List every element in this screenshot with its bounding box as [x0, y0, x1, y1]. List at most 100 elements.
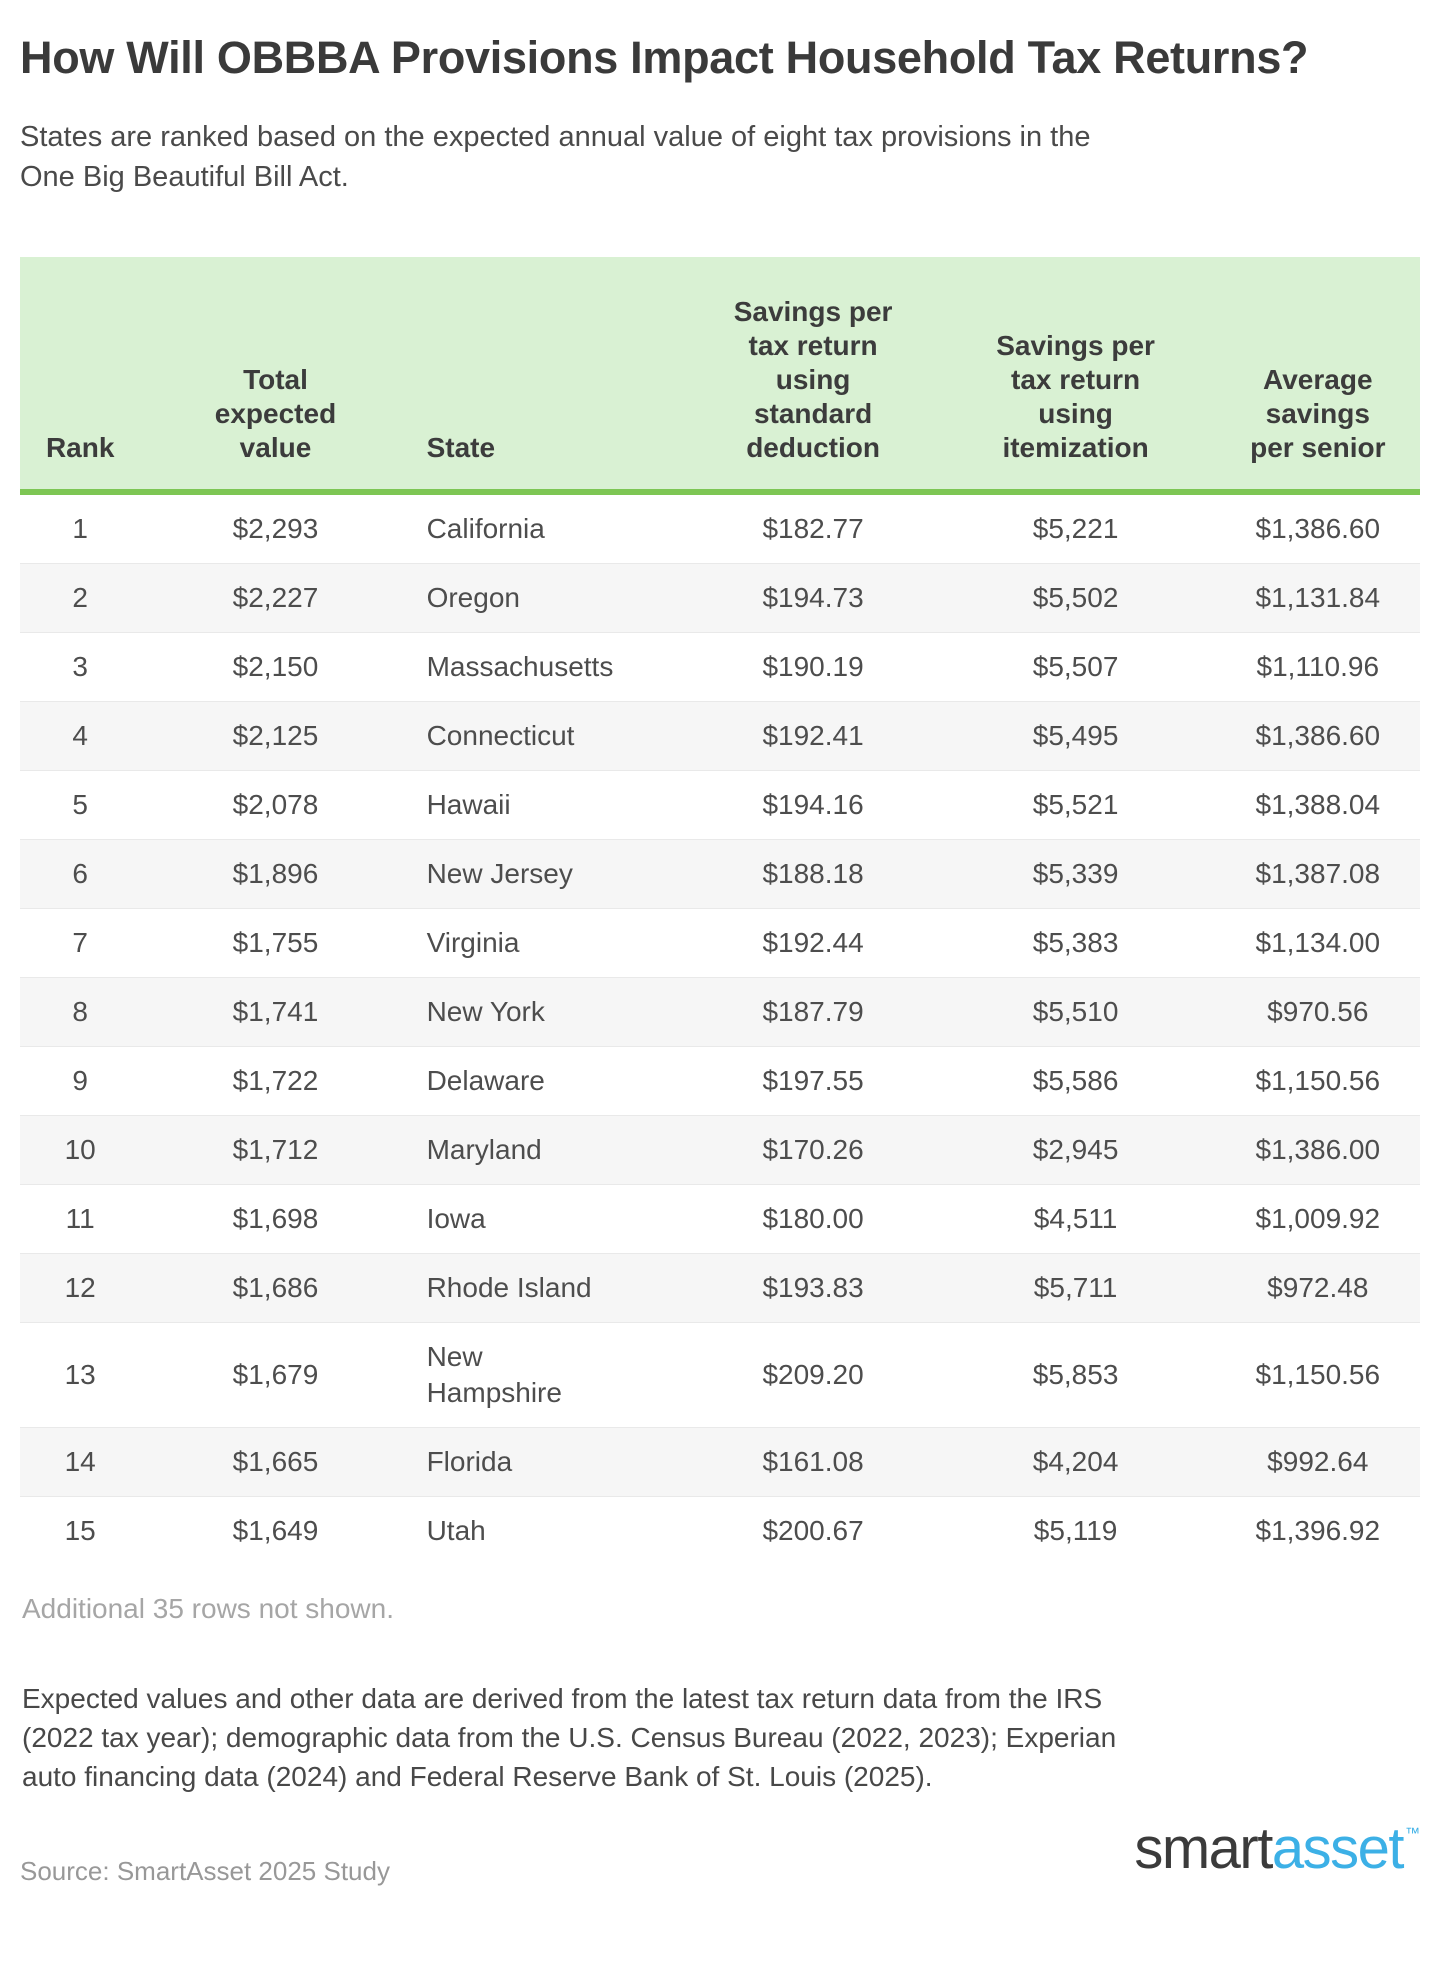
cell-total-expected-value: $2,150 [140, 632, 411, 702]
table-header: Rank Total expected value State Savings … [20, 257, 1420, 495]
cell-rank: 12 [20, 1253, 141, 1323]
cell-savings-standard-deduction: $182.77 [762, 513, 864, 544]
cell-savings-itemization: $5,383 [935, 908, 1216, 978]
column-header-rank: Rank [20, 257, 141, 495]
cell-state: Oregon [410, 563, 691, 633]
table-row: 5 $2,078 Hawaii $194.16 $5,521 $1,388.04 [20, 770, 1420, 840]
table-row: 2 $2,227 Oregon $194.73 $5,502 $1,131.84 [20, 563, 1420, 633]
cell-total-expected-value: $2,227 [140, 563, 411, 633]
cell-savings-itemization: $5,495 [935, 701, 1216, 771]
table-row: 14 $1,665 Florida $161.08 $4,204 $992.64 [20, 1427, 1420, 1497]
logo-asset-text: asset [1271, 1816, 1405, 1881]
source-row: Source: SmartAsset 2025 Study smartasset… [20, 1818, 1420, 1895]
table-row: 7 $1,755 Virginia $192.44 $5,383 $1,134.00 [20, 908, 1420, 978]
cell-total-expected-value: $1,665 [140, 1427, 411, 1497]
cell-state: Connecticut [410, 701, 691, 771]
cell-savings-standard-deduction: $170.26 [690, 1115, 936, 1185]
cell-state: Virginia [410, 908, 691, 978]
cell-avg-savings-per-senior: $1,387.08 [1215, 839, 1420, 909]
cell-total-expected-value: $1,741 [140, 977, 411, 1047]
cell-avg-savings-per-senior: $1,386.60 [1215, 701, 1420, 771]
table-row: 15 $1,649 Utah $200.67 $5,119 $1,396.92 [20, 1496, 1420, 1565]
table-row: 12 $1,686 Rhode Island $193.83 $5,711 $972.48 [20, 1253, 1420, 1323]
cell-state: Hawaii [410, 770, 691, 840]
cell-savings-standard-deduction: $209.20 [690, 1322, 936, 1428]
cell-savings-itemization: $5,221 [1032, 513, 1119, 544]
cell-savings-itemization: $5,119 [935, 1496, 1216, 1565]
cell-savings-itemization: $5,502 [935, 563, 1216, 633]
cell-savings-itemization: $5,507 [935, 632, 1216, 702]
cell-rank: 9 [20, 1046, 141, 1116]
cell-avg-savings-per-senior: $1,110.96 [1215, 632, 1420, 702]
logo-smart-text: smart [1134, 1816, 1273, 1881]
cell-savings-standard-deduction: $192.41 [690, 701, 936, 771]
cell-savings-standard-deduction: $197.55 [690, 1046, 936, 1116]
page: How Will OBBBA Provisions Impact Househo… [20, 32, 1420, 1895]
cell-state: New Hampshire [410, 1322, 691, 1428]
cell-avg-savings-per-senior: $1,396.92 [1215, 1496, 1420, 1565]
cell-savings-itemization: $4,204 [935, 1427, 1216, 1497]
table-row: 6 $1,896 New Jersey $188.18 $5,339 $1,387.08 [20, 839, 1420, 909]
cell-total-expected-value: $1,698 [140, 1184, 411, 1254]
column-header-avg-savings-per-senior: Average savings per senior [1215, 257, 1420, 495]
cell-total-expected-value: $2,293 [232, 513, 319, 544]
cell-rank: 14 [20, 1427, 141, 1497]
table-row: 4 $2,125 Connecticut $192.41 $5,495 $1,386.60 [20, 701, 1420, 771]
table-row: 9 $1,722 Delaware $197.55 $5,586 $1,150.56 [20, 1046, 1420, 1116]
cell-savings-standard-deduction: $194.16 [690, 770, 936, 840]
cell-rank: 8 [20, 977, 141, 1047]
cell-total-expected-value: $2,125 [140, 701, 411, 771]
cell-rank: 7 [20, 908, 141, 978]
cell-state: Delaware [410, 1046, 691, 1116]
table-row: 3 $2,150 Massachusetts $190.19 $5,507 $1,110.… [20, 632, 1420, 702]
cell-total-expected-value: $1,896 [140, 839, 411, 909]
cell-savings-itemization: $2,945 [935, 1115, 1216, 1185]
cell-avg-savings-per-senior: $1,009.92 [1215, 1184, 1420, 1254]
cell-state: Iowa [410, 1184, 691, 1254]
cell-state: Maryland [410, 1115, 691, 1185]
logo-trademark-symbol: ™ [1405, 1825, 1420, 1842]
cell-savings-itemization: $5,510 [935, 977, 1216, 1047]
cell-rank: 11 [20, 1184, 141, 1254]
table-row: 1 $2,293 California $182.77 $5,221 $1,386.60 [20, 492, 1420, 564]
rankings-table: Rank Total expected value State Savings … [20, 257, 1420, 1565]
cell-total-expected-value: $1,686 [140, 1253, 411, 1323]
cell-savings-standard-deduction: $193.83 [690, 1253, 936, 1323]
cell-savings-itemization: $5,853 [935, 1322, 1216, 1428]
cell-savings-standard-deduction: $188.18 [690, 839, 936, 909]
cell-avg-savings-per-senior: $972.48 [1215, 1253, 1420, 1323]
cell-rank: 1 [72, 513, 88, 544]
cell-savings-itemization: $5,711 [935, 1253, 1216, 1323]
table-row: 13 $1,679 New Hampshire $209.20 $5,853 $1,150… [20, 1322, 1420, 1428]
cell-rank: 6 [20, 839, 141, 909]
cell-savings-standard-deduction: $190.19 [690, 632, 936, 702]
cell-rank: 5 [20, 770, 141, 840]
cell-avg-savings-per-senior: $970.56 [1215, 977, 1420, 1047]
cell-rank: 10 [20, 1115, 141, 1185]
cell-total-expected-value: $1,679 [140, 1322, 411, 1428]
cell-savings-itemization: $5,586 [935, 1046, 1216, 1116]
page-subtitle: States are ranked based on the expected … [20, 121, 1091, 193]
cell-savings-standard-deduction: $192.44 [690, 908, 936, 978]
cell-total-expected-value: $1,712 [140, 1115, 411, 1185]
cell-total-expected-value: $1,649 [140, 1496, 411, 1565]
cell-total-expected-value: $1,722 [140, 1046, 411, 1116]
cell-savings-standard-deduction: $180.00 [690, 1184, 936, 1254]
cell-state: New Jersey [410, 839, 691, 909]
cell-rank: 15 [20, 1496, 141, 1565]
cell-savings-standard-deduction: $161.08 [690, 1427, 936, 1497]
column-header-savings-itemization: Savings per tax return using itemization [935, 257, 1216, 495]
cell-avg-savings-per-senior: $1,386.00 [1215, 1115, 1420, 1185]
rows-not-shown-note: Additional 35 rows not shown. [22, 1593, 394, 1624]
cell-state: Massachusetts [410, 632, 691, 702]
source-credit: Source: SmartAsset 2025 Study [20, 1856, 390, 1886]
cell-savings-itemization: $4,511 [935, 1184, 1216, 1254]
cell-total-expected-value: $1,755 [140, 908, 411, 978]
cell-rank: 3 [20, 632, 141, 702]
cell-avg-savings-per-senior: $1,131.84 [1215, 563, 1420, 633]
table-body: 1 $2,293 California $182.77 $5,221 $1,386.60 2… [20, 492, 1420, 1565]
cell-state: New York [410, 977, 691, 1047]
cell-avg-savings-per-senior: $1,150.56 [1215, 1322, 1420, 1428]
cell-total-expected-value: $2,078 [140, 770, 411, 840]
cell-rank: 2 [20, 563, 141, 633]
